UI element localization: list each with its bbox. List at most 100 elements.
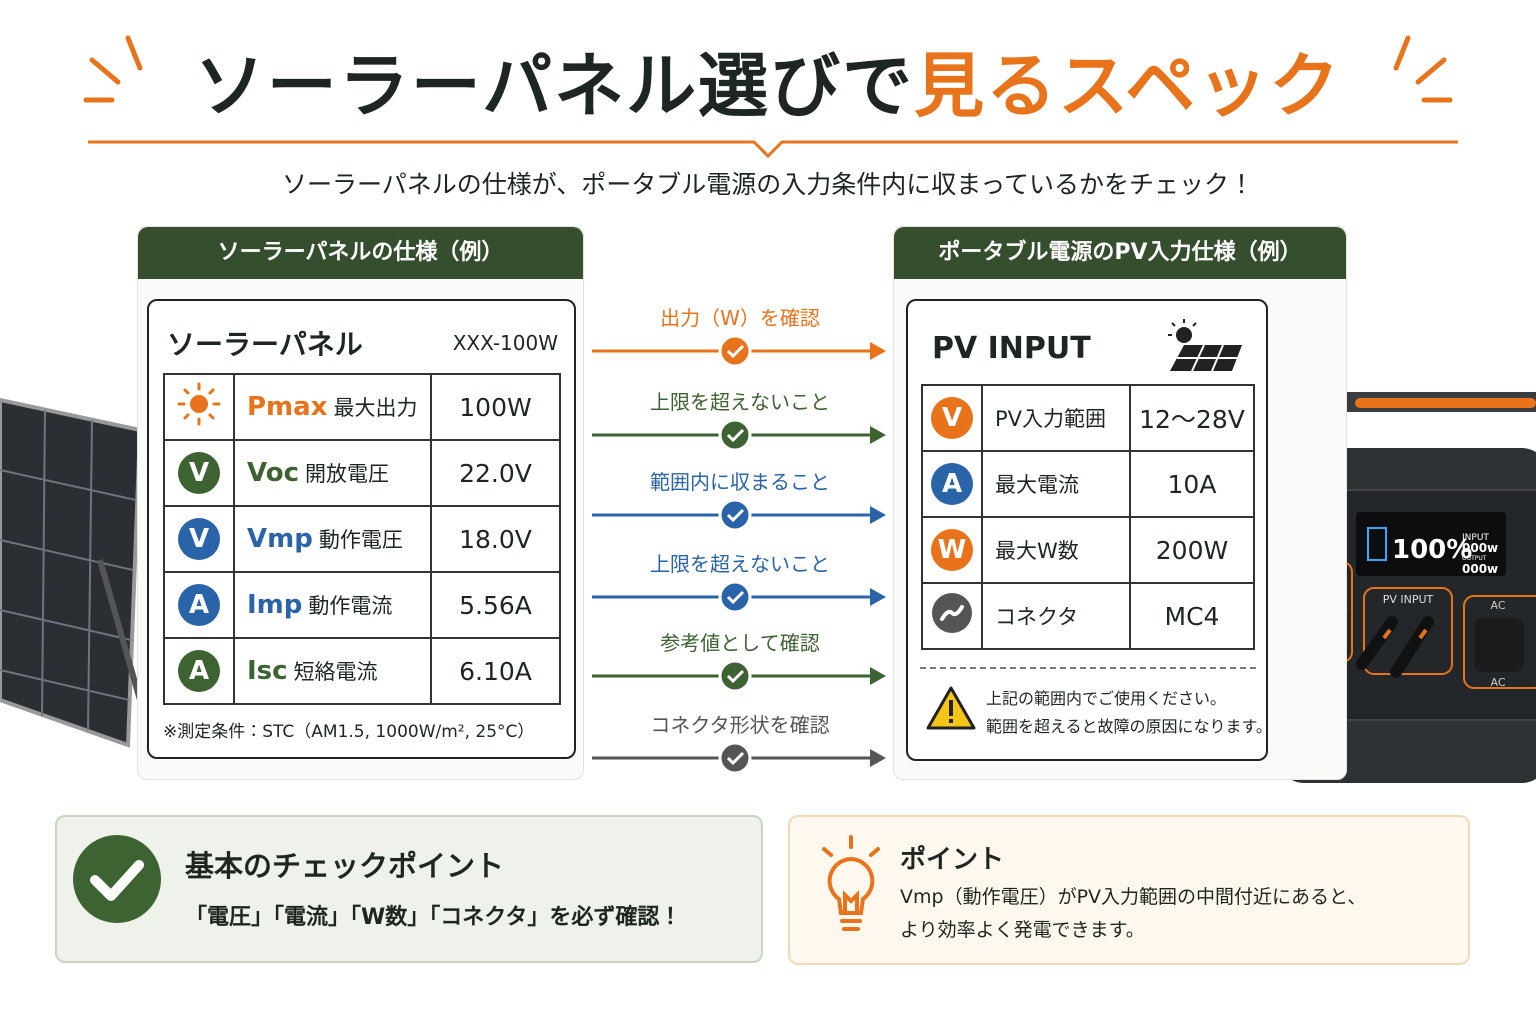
arrow-head	[870, 588, 886, 606]
pv-value: 12〜28V	[1129, 384, 1255, 452]
pv-label: 最大電流	[981, 450, 1131, 518]
icon-cell	[921, 582, 983, 650]
pv-title: PV INPUT	[932, 331, 1091, 366]
device-screen-text: 000w	[1462, 541, 1498, 555]
spec-symbol: Vmp	[247, 524, 313, 554]
device-screen-text: 000w	[1462, 562, 1498, 576]
icon-cell: A	[163, 637, 235, 705]
basic-text: 「電圧」「電流」「W数」「コネクタ」を必ず確認！	[185, 905, 682, 930]
check-circle	[718, 580, 752, 614]
device-label: AC	[1490, 599, 1505, 612]
sparks	[83, 35, 1453, 103]
check-mark	[726, 428, 745, 443]
bulb-icon	[822, 835, 880, 931]
check-circle	[718, 334, 752, 368]
spec-value: 5.56A	[430, 571, 561, 639]
pv-table: V PV入力範囲 12〜28V A 最大電流 10A W 最大W数 200W コネクタ MC4	[921, 384, 1255, 650]
panel-model: XXX-100W	[452, 331, 558, 355]
point-box: ポイント Vmp（動作電圧）がPV入力範囲の中間付近にあると、 より効率よく発電で…	[788, 815, 1470, 965]
pv-label: PV入力範囲	[981, 384, 1131, 452]
check-circle	[718, 659, 752, 693]
point-title: ポイント	[900, 845, 1005, 875]
check-mark	[726, 669, 745, 684]
pv-box: ポータブル電源のPV入力仕様（例） PV INPUT V PV入力範囲 12〜28V…	[893, 226, 1347, 780]
check-label: 範囲内に収まること	[650, 470, 830, 494]
icon-letter: A	[178, 650, 220, 692]
title-underline	[88, 140, 1458, 159]
spec-symbol: Imp	[247, 590, 303, 620]
icon-letter: A	[931, 463, 973, 505]
pv-row: A 最大電流 10A	[921, 450, 1255, 518]
divider	[920, 667, 1256, 669]
spec-label: 短絡電流	[293, 660, 378, 684]
spec-label: 最大出力	[333, 396, 418, 420]
panel-spec-heading: ソーラーパネルの仕様（例）	[138, 227, 583, 279]
spec-row: A Isc 短絡電流 6.10A	[163, 637, 561, 705]
warning-text: 上記の範囲内でご使用ください。 範囲を超えると故障の原因になります。	[986, 685, 1272, 741]
warning-icon	[926, 686, 976, 730]
icon-cell: A	[163, 571, 235, 639]
icon-cell: W	[921, 516, 983, 584]
device-label: PV INPUT	[1383, 593, 1434, 606]
pv-label: コネクタ	[981, 582, 1131, 650]
device-screen-text: OUTPUT	[1462, 555, 1487, 562]
panel-note: ※測定条件：STC（AM1.5, 1000W/m², 25°C）	[163, 722, 535, 742]
spec-label: 動作電流	[308, 594, 393, 618]
spec-symbol: Pmax	[247, 392, 328, 422]
label-cell: Vmp 動作電圧	[233, 505, 432, 573]
subtitle: ソーラーパネルの仕様が、ポータブル電源の入力条件内に収まっているかをチェック！	[281, 170, 1254, 199]
pv-row: コネクタ MC4	[921, 582, 1255, 650]
icon-letter: W	[931, 529, 973, 571]
pv-row: V PV入力範囲 12〜28V	[921, 384, 1255, 452]
icon-letter: A	[178, 584, 220, 626]
spec-row: Pmax 最大出力 100W	[163, 373, 561, 441]
check-label: コネクタ形状を確認	[650, 713, 829, 737]
panel-table: Pmax 最大出力 100W V Voc 開放電圧 22.0V V Vmp 動作電圧 18.0V A I…	[163, 373, 561, 705]
check-circle	[718, 418, 752, 452]
check-mark	[726, 508, 745, 523]
label-cell: Voc 開放電圧	[233, 439, 432, 507]
check-label: 上限を超えないこと	[650, 552, 830, 576]
spec-value: 22.0V	[430, 439, 561, 507]
icon-cell: V	[921, 384, 983, 452]
spec-row: V Voc 開放電圧 22.0V	[163, 439, 561, 507]
spec-value: 18.0V	[430, 505, 561, 573]
title-dark: ソーラーパネル選びで	[194, 45, 915, 127]
point-line: Vmp（動作電圧）がPV入力範囲の中間付近にあると、	[900, 886, 1367, 908]
spec-symbol: Voc	[247, 458, 299, 488]
check-circle	[718, 498, 752, 532]
basic-title: 基本のチェックポイント	[185, 849, 505, 883]
check-circle	[718, 741, 752, 775]
check-icon	[73, 835, 161, 923]
device-display: 100%	[1392, 535, 1472, 565]
icon-letter: V	[931, 397, 973, 439]
sun-icon	[177, 382, 221, 426]
panel-spec-box: ソーラーパネルの仕様（例） ソーラーパネル XXX-100W Pmax 最大出力 1…	[137, 226, 584, 780]
pv-row: W 最大W数 200W	[921, 516, 1255, 584]
device-screen-text: INPUT	[1462, 533, 1489, 543]
spec-row: V Vmp 動作電圧 18.0V	[163, 505, 561, 573]
warning-line: 範囲を超えると故障の原因になります。	[986, 717, 1272, 736]
arrow-head	[870, 426, 886, 444]
spec-label: 開放電圧	[304, 462, 389, 486]
spec-symbol: Isc	[247, 656, 288, 686]
pv-card: PV INPUT V PV入力範囲 12〜28V A 最大電流 10A W 最大W数 200W コ…	[906, 299, 1272, 761]
pv-value: MC4	[1129, 582, 1255, 650]
device-label: AC	[1490, 676, 1505, 689]
title-accent: 見るスペック	[914, 45, 1342, 127]
point-line: より効率よく発電できます。	[900, 919, 1145, 941]
label-cell: Imp 動作電流	[233, 571, 432, 639]
pv-value: 10A	[1129, 450, 1255, 518]
spec-value: 100W	[430, 373, 561, 441]
icon-cell	[163, 373, 235, 441]
arrow-head	[870, 506, 886, 524]
check-label: 出力（W）を確認	[660, 306, 820, 330]
solar-panel	[0, 397, 143, 748]
point-text: Vmp（動作電圧）がPV入力範囲の中間付近にあると、 より効率よく発電できます。	[900, 881, 1366, 947]
arrow-head	[870, 342, 886, 360]
arrow-head	[870, 749, 886, 767]
